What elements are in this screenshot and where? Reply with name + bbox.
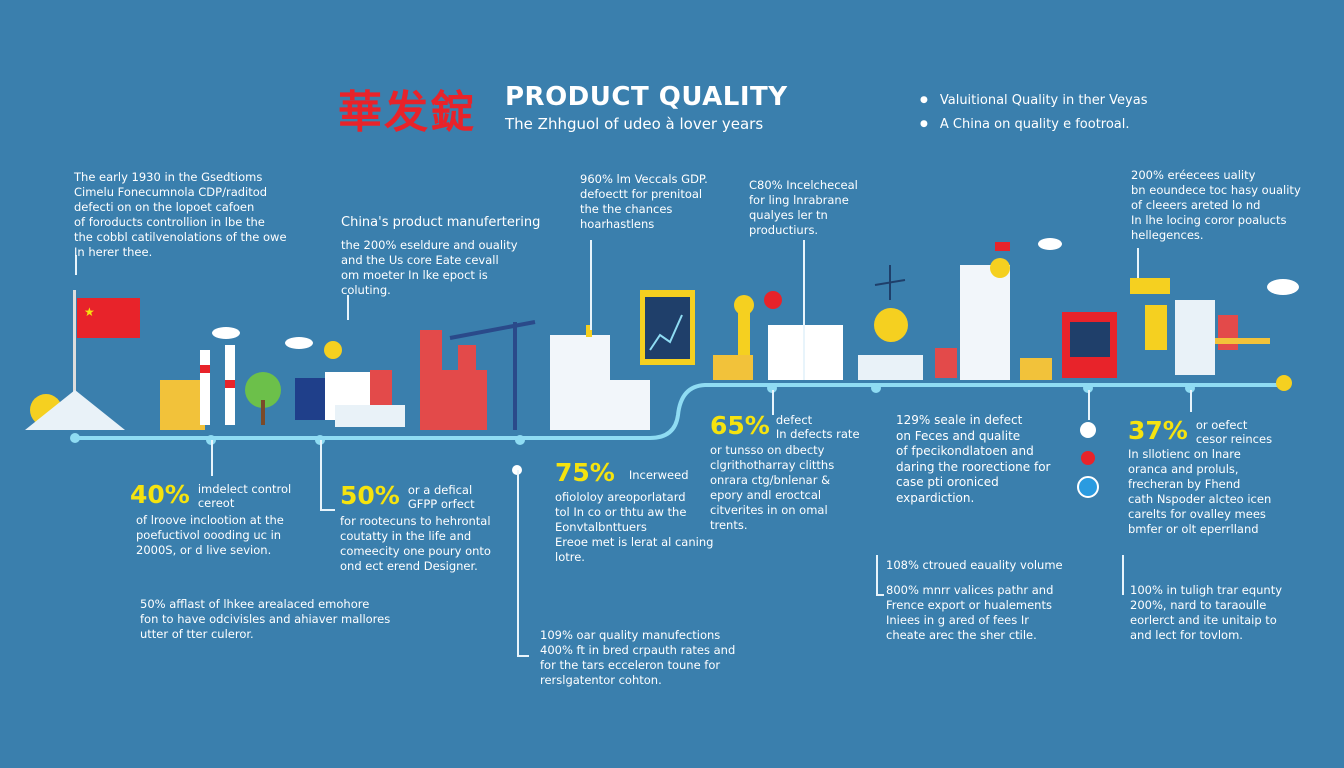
top-text-block: China's product manufertering the 200% e…: [341, 215, 541, 297]
top-text-block: 200% eréecees uality bn eoundece toc hasy…: [1131, 168, 1301, 242]
process-icons: [1077, 422, 1099, 498]
page-subtitle: The Zhhguol of udeo à lover years: [505, 115, 764, 133]
tent-icon: [25, 390, 125, 430]
china-flag-icon: ★: [73, 290, 140, 430]
skyscraper-illustration: [550, 325, 650, 430]
clouds: [212, 327, 313, 349]
stat-50: 50% or a defical GFPP orfect for rootecuns…: [340, 481, 491, 574]
bottom-text-block: 100% in tuligh trar equnty 200%, nard to …: [1130, 583, 1283, 642]
stat-65: 65% defect In defects rate or tunsso on db…: [710, 411, 860, 533]
stat-129: 129% seale in defect on Feces and qualite…: [896, 413, 1051, 505]
top-text-block: C80% Incelcheceal for ling lnrabrane qualy…: [749, 178, 858, 237]
lightbulb-building-icon: [858, 265, 923, 380]
top-text-block: 960% lm Veccals GDP. defoectt for prenito…: [580, 172, 708, 231]
header-bullet: A China on quality e footroal.: [920, 117, 1130, 132]
stat-40: 40% imdelect control cereot of lroove incl…: [130, 480, 292, 558]
top-text-block: The early 1930 in the Gsedtioms Cimelu Fo…: [74, 170, 287, 259]
tower-building-illustration: [935, 238, 1062, 380]
bottom-text-block: 109% oar quality manufections 400% ft in …: [540, 628, 736, 687]
stat-37: 37% or oefect cesor reinces In sllotienc o…: [1128, 416, 1273, 537]
workers-illustration: [1130, 278, 1299, 391]
stock-chart-board-icon: [640, 290, 695, 365]
shop-illustration: [1062, 312, 1117, 378]
bottom-text-block: 108% ctroued eauality volume 800% mnrr v…: [886, 558, 1063, 642]
chinese-logo-text: 華发錠: [338, 87, 476, 138]
header-bullet: Valuitional Quality in ther Veyas: [920, 93, 1148, 108]
page-title: PRODUCT QUALITY: [505, 82, 788, 112]
timeline-path: [75, 383, 1285, 440]
svg-text:★: ★: [84, 305, 95, 319]
city-buildings-illustration: [295, 341, 405, 427]
bottom-text-block: 50% afflast of lhkee arealaced emohore fo…: [140, 597, 391, 641]
government-buildings-illustration: [713, 291, 843, 380]
factory-illustration: [160, 345, 281, 430]
tower-and-crane-illustration: [420, 320, 536, 430]
stat-75: 75% Incerweed ofiololoy areoporlatard tol …: [555, 458, 714, 565]
